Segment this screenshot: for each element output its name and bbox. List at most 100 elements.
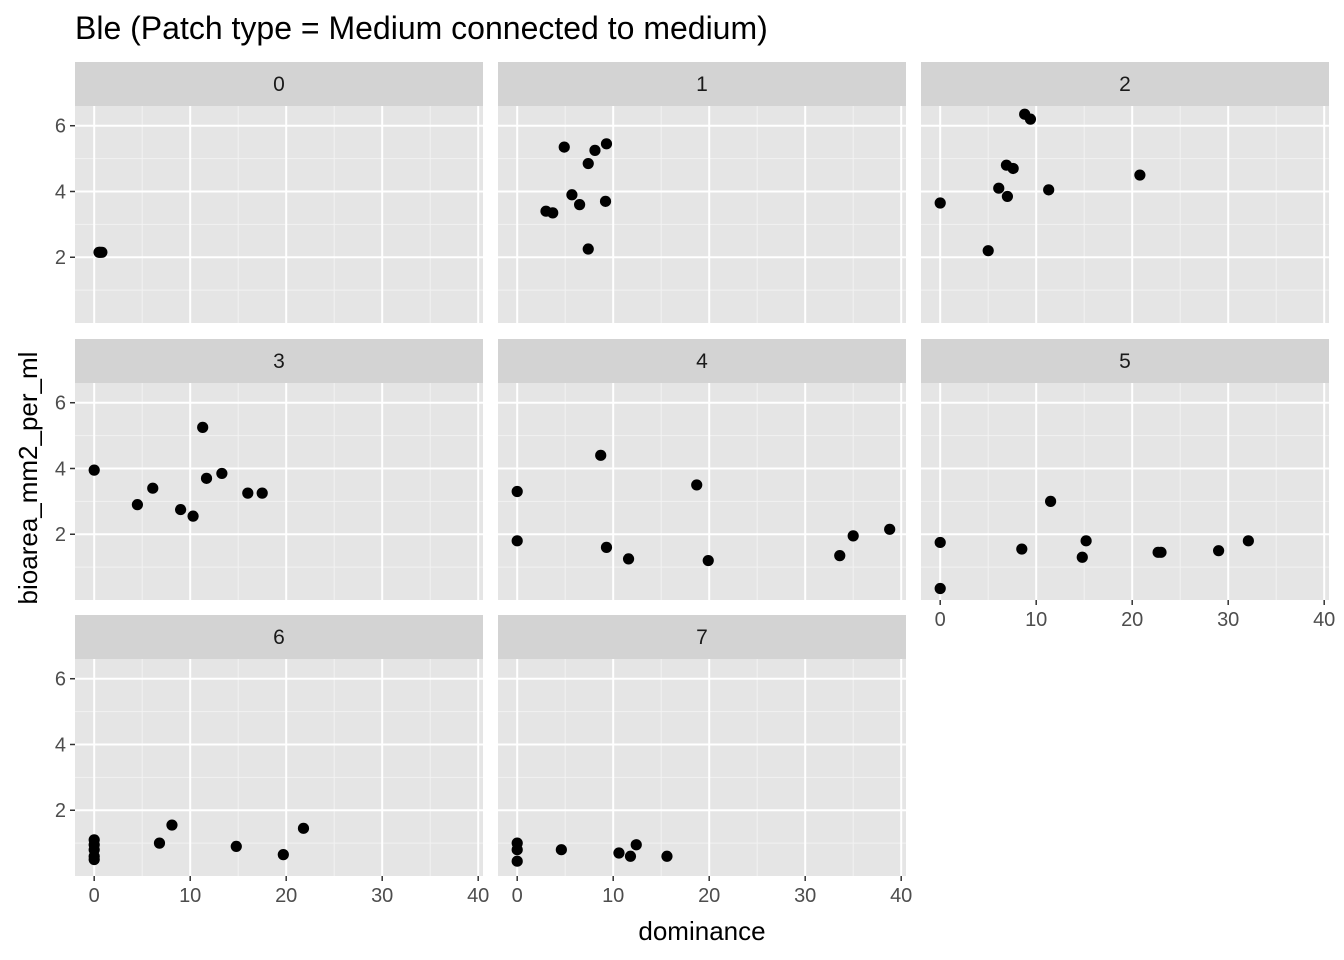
data-point (582, 243, 594, 255)
data-point (511, 535, 523, 547)
x-axis-title: dominance (638, 916, 765, 946)
data-point (884, 523, 896, 535)
data-point (566, 189, 578, 201)
y-tick-label: 6 (55, 116, 66, 138)
data-point (934, 536, 946, 549)
y-tick-label: 6 (55, 669, 66, 691)
data-point (934, 197, 946, 209)
facet-strip-label: 6 (273, 626, 285, 649)
data-point (624, 850, 637, 862)
data-point (200, 472, 213, 484)
data-point (702, 554, 714, 567)
data-point (599, 195, 612, 207)
facet-panel-4: 4 (498, 339, 906, 600)
data-point (834, 550, 846, 562)
data-point (574, 199, 586, 211)
data-point (166, 819, 178, 831)
facet-panel-7: 7 0 10 20 30 40 (498, 615, 912, 907)
data-point (94, 246, 106, 258)
y-tick-label: 4 (55, 458, 66, 480)
data-point (277, 849, 289, 861)
data-point (256, 487, 268, 499)
facet-strip (498, 615, 906, 659)
data-point (187, 510, 199, 522)
data-point (555, 844, 567, 856)
y-axis-title: bioarea_mm2_per_ml (13, 352, 43, 605)
y-tick-label: 6 (55, 393, 66, 415)
data-point (1016, 543, 1028, 555)
data-point (934, 582, 946, 595)
data-point (511, 844, 523, 856)
facet-panel-1: 1 (498, 62, 906, 323)
data-point (547, 207, 559, 219)
facet-strip (498, 62, 906, 106)
data-point (1024, 113, 1037, 125)
data-point (297, 822, 310, 834)
data-point (622, 553, 635, 565)
x-tick-label: 30 (1217, 609, 1239, 631)
facet-strip (75, 339, 483, 383)
data-point (147, 482, 159, 494)
x-tick-label: 40 (467, 885, 489, 907)
data-point (131, 499, 143, 511)
y-tick-label: 4 (55, 181, 66, 203)
data-point (1076, 551, 1088, 563)
data-point (1134, 169, 1146, 181)
data-point (630, 839, 642, 851)
data-point (589, 144, 601, 156)
facet-panel-3: 3 2 4 6 (55, 339, 483, 600)
data-point (1001, 190, 1014, 203)
facet-strip (921, 62, 1329, 106)
x-tick-label: 10 (1025, 609, 1047, 631)
facet-strip-label: 3 (273, 350, 285, 373)
data-point (216, 467, 228, 480)
plot-panel-background (498, 383, 906, 600)
plot-panel-background (921, 383, 1329, 600)
facet-strip (75, 62, 483, 106)
data-point (1007, 162, 1019, 175)
facet-panel-5: 5 0 10 20 30 40 (921, 339, 1335, 631)
x-tick-label: 0 (512, 885, 523, 907)
facet-strip-label: 7 (696, 626, 708, 649)
data-point (1242, 535, 1254, 547)
facet-strip (75, 615, 483, 659)
data-point (1080, 535, 1092, 547)
facet-strip-label: 4 (696, 350, 708, 373)
chart-title: Ble (Patch type = Medium connected to me… (75, 10, 768, 46)
data-point (88, 853, 100, 866)
data-point (1155, 546, 1167, 558)
plot-panel-background (921, 106, 1329, 323)
x-tick-label: 10 (179, 885, 201, 907)
data-point (175, 503, 187, 516)
facet-panel-2: 2 (921, 62, 1329, 323)
data-point (993, 182, 1005, 194)
data-point (197, 421, 209, 433)
facet-strip (921, 339, 1329, 383)
data-point (691, 479, 703, 491)
plot-panel-background (75, 106, 483, 323)
x-tick-label: 40 (890, 885, 912, 907)
facet-panel-0: 0 2 4 6 (55, 62, 483, 323)
y-tick-label: 4 (55, 734, 66, 756)
facet-strip-label: 5 (1119, 350, 1131, 373)
facet-strip-label: 2 (1119, 73, 1131, 96)
y-tick-label: 2 (55, 524, 66, 546)
data-point (1045, 495, 1057, 507)
x-tick-label: 30 (371, 885, 393, 907)
y-tick-label: 2 (55, 800, 66, 822)
data-point (600, 138, 613, 150)
facet-strip-label: 1 (696, 73, 708, 96)
x-tick-label: 10 (602, 885, 624, 907)
data-point (613, 847, 625, 859)
facet-panels: 0 2 4 6 1 2 3 2 4 6 4 5 0 10 20 30 40 6 2 4 6 0 10 20 30 40 7 0 10 20… (55, 62, 1335, 907)
x-tick-label: 20 (698, 885, 720, 907)
data-point (558, 141, 570, 153)
x-tick-label: 0 (89, 885, 100, 907)
data-point (1213, 545, 1225, 557)
x-tick-label: 30 (794, 885, 816, 907)
x-tick-label: 0 (935, 609, 946, 631)
data-point (242, 487, 254, 499)
plot-panel-background (498, 659, 906, 876)
facet-panel-6: 6 2 4 6 0 10 20 30 40 (55, 615, 489, 907)
